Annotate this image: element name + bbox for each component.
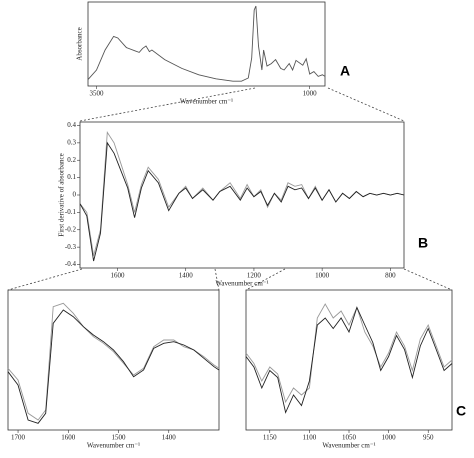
spectrum-line xyxy=(245,303,453,404)
panel-label: C xyxy=(456,403,466,419)
x-axis-label: Wavenumber cm⁻¹ xyxy=(322,442,375,450)
plot-frame xyxy=(7,289,220,431)
x-tick-label: 800 xyxy=(385,272,396,280)
zoom-connector xyxy=(214,268,220,291)
y-tick-label: -0.4 xyxy=(65,260,77,268)
y-tick-label: 0.4 xyxy=(67,121,76,129)
x-tick-label: 1200 xyxy=(247,272,262,280)
spectrum-line xyxy=(245,306,453,414)
x-tick-label: 1000 xyxy=(315,272,330,280)
x-tick-label: 1700 xyxy=(11,434,26,442)
y-tick-label: -0.2 xyxy=(65,225,77,233)
x-tick-label: 1000 xyxy=(382,434,397,442)
x-tick-label: 1500 xyxy=(112,434,127,442)
x-tick-label: 1400 xyxy=(179,272,194,280)
y-tick-label: 0.3 xyxy=(67,138,76,146)
panel-label: B xyxy=(418,235,428,251)
spectrum-line xyxy=(7,302,220,421)
zoom-connector xyxy=(7,268,83,291)
y-tick-label: 0 xyxy=(73,191,77,199)
x-tick-label: 950 xyxy=(423,434,434,442)
zoom-connector xyxy=(327,87,405,122)
x-tick-label: 3500 xyxy=(90,90,105,98)
spectrum-line xyxy=(79,141,405,262)
panel-label: A xyxy=(340,63,350,79)
x-tick-label: 1050 xyxy=(342,434,357,442)
zoom-connector xyxy=(79,87,256,122)
plot-frame xyxy=(245,289,453,431)
x-tick-label: 1100 xyxy=(303,434,317,442)
x-tick-label: 1150 xyxy=(263,434,277,442)
y-tick-label: -0.1 xyxy=(65,208,77,216)
x-tick-label: 1600 xyxy=(61,434,76,442)
y-axis-label: Absorbance xyxy=(76,27,84,60)
spectrum-line xyxy=(79,131,405,256)
y-tick-label: 0.2 xyxy=(67,156,76,164)
zoom-connector xyxy=(245,268,286,291)
x-tick-label: 1000 xyxy=(303,90,318,98)
plot-frame xyxy=(87,1,326,87)
x-tick-label: 1600 xyxy=(111,272,126,280)
zoom-connector xyxy=(403,268,453,291)
y-tick-label: 0.1 xyxy=(67,173,76,181)
x-axis-label: Wavenumber cm⁻¹ xyxy=(215,280,268,288)
y-tick-label: -0.3 xyxy=(65,243,77,251)
spectrum-line xyxy=(7,309,220,424)
x-axis-label: Wavenumber cm⁻¹ xyxy=(87,442,140,450)
y-axis-label: First derivative of absorbance xyxy=(58,153,66,236)
x-tick-label: 1400 xyxy=(162,434,177,442)
spectrum-line xyxy=(87,5,326,82)
x-axis-label: Wavenumber cm⁻¹ xyxy=(180,98,233,106)
